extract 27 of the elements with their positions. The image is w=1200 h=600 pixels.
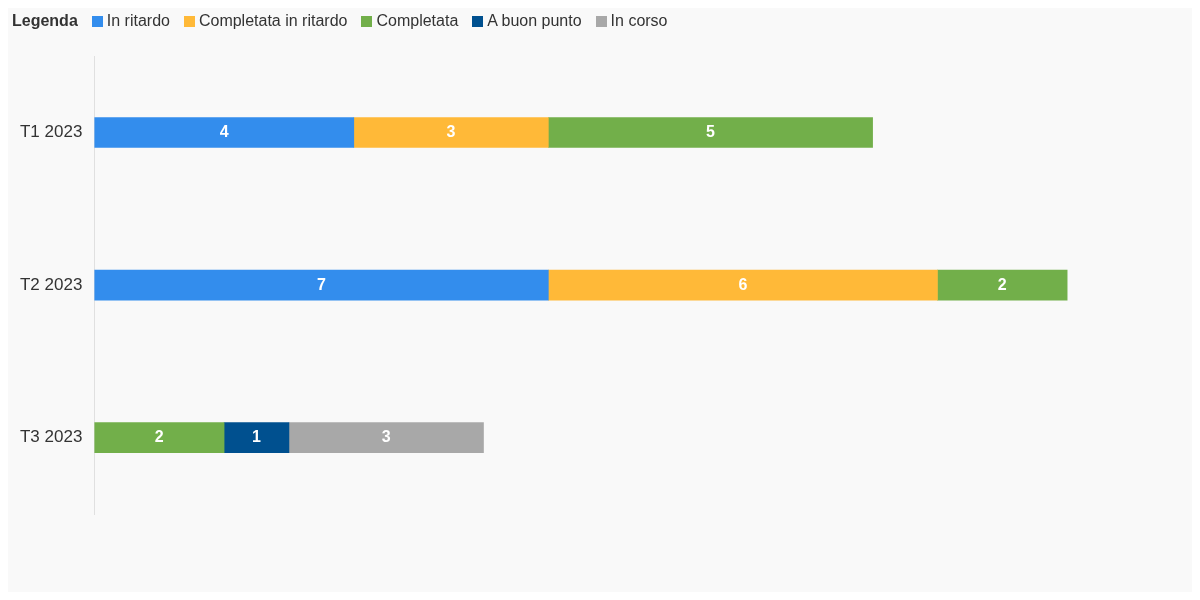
legend-label: In ritardo — [106, 12, 170, 30]
legend-title: Legenda — [12, 12, 78, 30]
bar — [223, 422, 290, 454]
bar — [94, 422, 225, 454]
y-tick-label: T2 2023 — [19, 274, 83, 294]
legend-label: A buon punto — [487, 12, 582, 30]
data-label: 5 — [706, 122, 716, 140]
bar — [94, 269, 549, 301]
data-label: 6 — [738, 275, 748, 293]
legend-label: Completata in ritardo — [198, 12, 348, 30]
data-label: 3 — [381, 428, 391, 446]
data-label: 4 — [219, 122, 229, 140]
legend-label: Completata — [376, 12, 459, 30]
data-label: 1 — [252, 428, 262, 446]
bar — [94, 117, 355, 148]
y-tick-label: T3 2023 — [19, 427, 83, 447]
data-label: 3 — [446, 122, 456, 140]
bar — [548, 117, 873, 148]
bar — [937, 269, 1068, 301]
y-tick-label: T1 2023 — [19, 122, 83, 142]
data-label: 2 — [997, 275, 1007, 293]
data-label: 7 — [316, 275, 326, 293]
bar — [288, 422, 484, 454]
bar — [548, 269, 938, 301]
legend-label: In corso — [610, 12, 668, 30]
data-label: 2 — [154, 428, 164, 446]
bar — [353, 117, 549, 148]
